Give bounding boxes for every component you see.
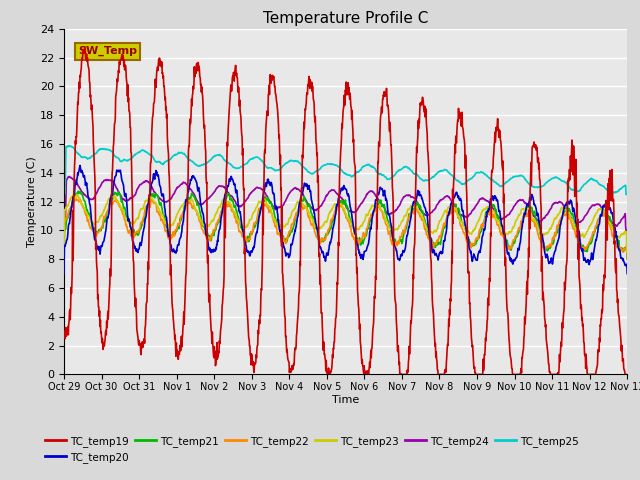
TC_temp22 bbox=[249, 229, 257, 235]
TC_temp19 bbox=[81, 45, 89, 50]
Title: Temperature Profile C: Temperature Profile C bbox=[263, 11, 428, 26]
TC_temp24 bbox=[433, 202, 441, 207]
TC_temp21 bbox=[60, 256, 68, 262]
TC_temp23 bbox=[507, 228, 515, 234]
TC_temp21 bbox=[77, 188, 84, 194]
TC_temp25 bbox=[66, 143, 74, 149]
TC_temp22 bbox=[433, 237, 441, 243]
Line: TC_temp19: TC_temp19 bbox=[64, 48, 627, 374]
TC_temp23 bbox=[249, 212, 257, 217]
TC_temp21 bbox=[623, 256, 631, 262]
TC_temp23 bbox=[623, 249, 631, 255]
TC_temp25 bbox=[172, 152, 180, 157]
TC_temp23 bbox=[557, 207, 564, 213]
Line: TC_temp20: TC_temp20 bbox=[64, 166, 627, 274]
TC_temp20 bbox=[76, 163, 84, 168]
TC_temp21 bbox=[507, 247, 515, 253]
TC_temp25 bbox=[623, 192, 631, 197]
TC_temp24 bbox=[172, 187, 180, 193]
Line: TC_temp22: TC_temp22 bbox=[64, 198, 627, 259]
TC_temp21 bbox=[433, 240, 441, 246]
TC_temp25 bbox=[507, 176, 515, 181]
TC_temp24 bbox=[557, 199, 564, 205]
Text: SW_Temp: SW_Temp bbox=[78, 46, 137, 56]
TC_temp21 bbox=[249, 229, 257, 235]
TC_temp24 bbox=[623, 228, 631, 233]
TC_temp24 bbox=[65, 174, 73, 180]
TC_temp20 bbox=[623, 271, 631, 276]
TC_temp23 bbox=[70, 192, 77, 197]
TC_temp20 bbox=[186, 181, 193, 187]
X-axis label: Time: Time bbox=[332, 395, 359, 405]
TC_temp20 bbox=[557, 222, 564, 228]
TC_temp25 bbox=[186, 157, 193, 163]
Line: TC_temp23: TC_temp23 bbox=[64, 194, 627, 252]
TC_temp19 bbox=[623, 372, 631, 377]
TC_temp20 bbox=[249, 247, 257, 253]
TC_temp21 bbox=[172, 228, 180, 234]
TC_temp20 bbox=[60, 271, 68, 276]
TC_temp24 bbox=[249, 188, 257, 194]
TC_temp24 bbox=[507, 208, 515, 214]
Line: TC_temp25: TC_temp25 bbox=[64, 146, 627, 194]
TC_temp19 bbox=[186, 131, 193, 136]
TC_temp22 bbox=[186, 198, 193, 204]
Legend: TC_temp19, TC_temp20, TC_temp21, TC_temp22, TC_temp23, TC_temp24, TC_temp25: TC_temp19, TC_temp20, TC_temp21, TC_temp… bbox=[41, 432, 583, 467]
TC_temp23 bbox=[433, 227, 441, 232]
TC_temp23 bbox=[172, 214, 180, 220]
TC_temp23 bbox=[60, 249, 68, 255]
TC_temp25 bbox=[60, 192, 68, 197]
TC_temp19 bbox=[172, 353, 180, 359]
TC_temp25 bbox=[249, 156, 257, 161]
TC_temp20 bbox=[172, 250, 180, 256]
TC_temp22 bbox=[557, 216, 564, 221]
TC_temp19 bbox=[249, 362, 257, 368]
TC_temp22 bbox=[60, 256, 68, 262]
TC_temp19 bbox=[434, 367, 442, 373]
Y-axis label: Temperature (C): Temperature (C) bbox=[28, 156, 37, 247]
TC_temp19 bbox=[324, 372, 332, 377]
TC_temp22 bbox=[623, 256, 631, 262]
TC_temp21 bbox=[557, 218, 564, 224]
TC_temp19 bbox=[508, 360, 515, 366]
TC_temp20 bbox=[507, 256, 515, 262]
Line: TC_temp21: TC_temp21 bbox=[64, 191, 627, 259]
TC_temp24 bbox=[186, 186, 193, 192]
TC_temp24 bbox=[60, 228, 68, 233]
TC_temp21 bbox=[186, 196, 193, 202]
TC_temp20 bbox=[433, 254, 441, 260]
TC_temp25 bbox=[557, 177, 564, 183]
TC_temp19 bbox=[557, 339, 565, 345]
TC_temp22 bbox=[172, 228, 180, 233]
TC_temp22 bbox=[507, 245, 515, 251]
TC_temp25 bbox=[433, 170, 441, 176]
TC_temp23 bbox=[186, 198, 193, 204]
TC_temp19 bbox=[60, 330, 68, 336]
TC_temp22 bbox=[112, 195, 120, 201]
Line: TC_temp24: TC_temp24 bbox=[64, 177, 627, 230]
